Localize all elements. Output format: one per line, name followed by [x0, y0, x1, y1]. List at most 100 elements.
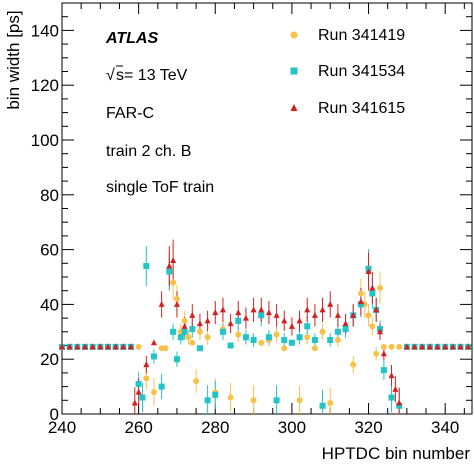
circle-point — [380, 343, 387, 350]
square-point — [166, 268, 173, 275]
square-point — [250, 337, 257, 344]
triangle-point — [350, 311, 357, 318]
triangle-point — [327, 300, 334, 307]
x-tick-label: 300 — [278, 418, 306, 437]
y-axis-label: bin width [ps] — [4, 10, 23, 109]
square-point — [227, 342, 234, 349]
square-point — [258, 312, 265, 319]
triangle-point — [426, 343, 433, 350]
square-point — [143, 263, 150, 270]
triangle-point — [189, 311, 196, 318]
triangle-point — [196, 320, 203, 327]
triangle-point — [104, 343, 111, 350]
square-point — [380, 367, 387, 374]
x-tick-label: 280 — [201, 418, 229, 437]
square-point — [196, 345, 203, 352]
circle-point — [204, 334, 211, 341]
legend-label: Run 341419 — [318, 27, 405, 44]
circle-point — [319, 328, 326, 335]
triangle-point — [204, 317, 211, 324]
square-point — [281, 337, 288, 344]
triangle-point — [396, 399, 403, 406]
square-point — [150, 353, 157, 360]
legend-square-icon — [290, 67, 298, 75]
triangle-point — [250, 306, 257, 313]
square-point — [319, 402, 326, 409]
circle-point — [162, 345, 169, 352]
triangle-point — [135, 388, 142, 395]
circle-point — [193, 378, 200, 385]
circle-point — [189, 339, 196, 346]
square-point — [304, 323, 311, 330]
triangle-point — [273, 311, 280, 318]
y-tick-label: 140 — [31, 21, 59, 40]
error-bars — [134, 239, 400, 414]
circle-point — [296, 397, 303, 404]
square-point — [327, 337, 334, 344]
circle-point — [170, 279, 177, 286]
triangle-point — [81, 343, 88, 350]
triangle-point — [66, 343, 73, 350]
square-point — [265, 334, 272, 341]
circle-point — [334, 337, 341, 344]
triangle-point — [434, 343, 441, 350]
triangle-point — [373, 306, 380, 313]
legend-label: Run 341534 — [318, 63, 405, 80]
tick-labels: 240 260 280 300 320 340 0 20 40 60 80 100 120 140 — [31, 21, 460, 437]
square-point — [242, 334, 249, 341]
legend: Run 341419 Run 341534 Run 341615 — [290, 27, 405, 117]
square-point — [296, 334, 303, 341]
energy-sqrt-icon: √ — [106, 67, 115, 84]
square-point — [219, 328, 226, 335]
triangle-point — [181, 322, 188, 329]
square-point — [388, 394, 395, 401]
square-point — [177, 334, 184, 341]
triangle-point — [150, 339, 157, 346]
triangle-point — [319, 306, 326, 313]
triangle-point — [419, 343, 426, 350]
triangle-point — [89, 343, 96, 350]
triangle-point — [235, 309, 242, 316]
y-tick-label: 80 — [40, 186, 59, 205]
triangle-point — [265, 309, 272, 316]
circle-point — [258, 339, 265, 346]
axis-ticks — [61, 3, 472, 415]
triangle-point — [120, 343, 127, 350]
x-tick-label: 240 — [48, 418, 76, 437]
triangle-point — [127, 343, 134, 350]
circle-point — [350, 361, 357, 368]
triangle-point — [377, 328, 384, 335]
triangle-point — [334, 311, 341, 318]
circle-point — [373, 350, 380, 357]
square-point — [369, 290, 376, 297]
square-point — [342, 326, 349, 333]
triangle-point — [219, 306, 226, 313]
square-point — [212, 391, 219, 398]
circle-point — [143, 375, 150, 382]
circle-point — [150, 389, 157, 396]
square-point — [334, 328, 341, 335]
triangle-point — [311, 311, 318, 318]
triangle-point — [380, 350, 387, 357]
legend-triangle-icon — [290, 104, 298, 111]
circle-point — [327, 400, 334, 407]
square-point — [170, 328, 177, 335]
circle-point — [135, 343, 142, 350]
circle-point — [369, 323, 376, 330]
square-point — [273, 397, 280, 404]
triangle-point — [173, 300, 180, 307]
square-point — [357, 301, 364, 308]
y-tick-label: 0 — [50, 405, 59, 424]
circle-point — [304, 334, 311, 341]
triangle-point — [131, 399, 138, 406]
triangle-point — [304, 306, 311, 313]
y-tick-label: 120 — [31, 76, 59, 95]
square-point — [204, 397, 211, 404]
triangle-point — [158, 300, 165, 307]
energy-value: = 13 TeV — [124, 67, 188, 84]
square-point — [158, 383, 165, 390]
triangle-point — [212, 309, 219, 316]
square-point — [189, 326, 196, 333]
triangle-point — [388, 372, 395, 379]
